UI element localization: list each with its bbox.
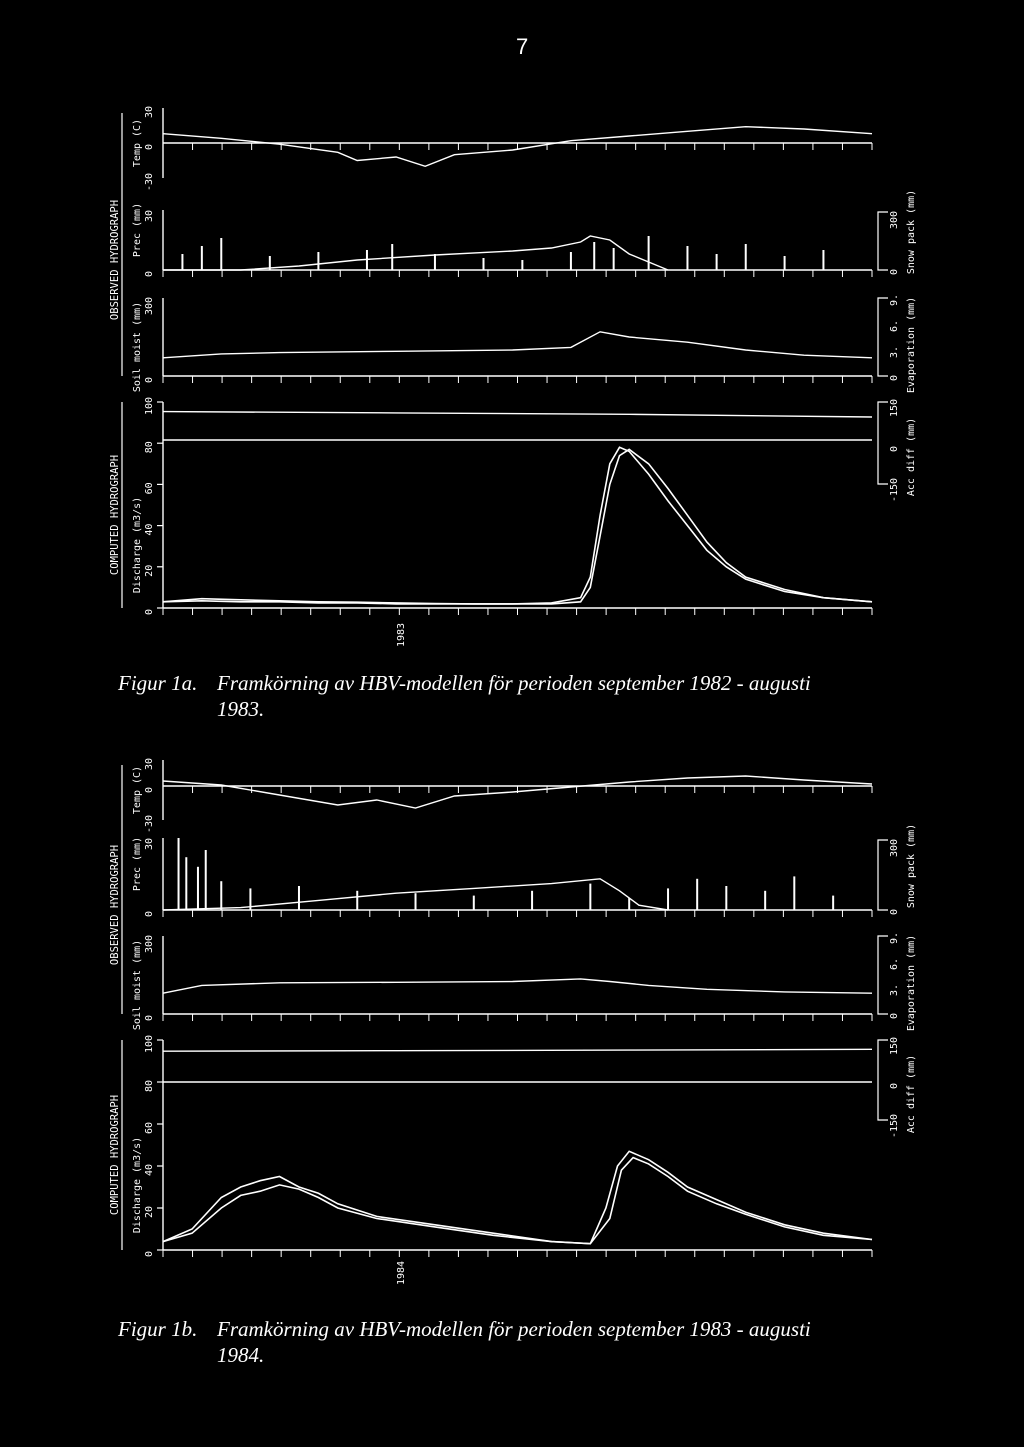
soil-tick: 0 xyxy=(144,1015,155,1021)
evap-tick: 6. xyxy=(889,320,900,332)
snow-axis-label: Snow pack (mm) xyxy=(906,824,917,908)
acc-diff-line xyxy=(162,410,873,418)
discharge-tick: 40 xyxy=(144,524,155,536)
discharge-tick: 100 xyxy=(144,397,155,415)
evap-axis-label: Evaporation (mm) xyxy=(906,935,917,1031)
discharge-tick: 20 xyxy=(144,565,155,577)
computed-hydrograph-label: COMPUTED HYDROGRAPH xyxy=(109,1095,121,1215)
soil-tick: 0 xyxy=(144,377,155,383)
temp-tick: 30 xyxy=(144,758,155,770)
temp-axis-label: Temp (C) xyxy=(132,766,143,814)
observed-hydrograph-label: OBSERVED HYDROGRAPH xyxy=(109,845,121,965)
discharge-computed-line xyxy=(162,448,873,605)
temperature-line xyxy=(162,125,873,168)
computed-hydrograph-label: COMPUTED HYDROGRAPH xyxy=(109,455,121,575)
evap-axis-bracket xyxy=(877,935,888,1015)
soil-moisture-line xyxy=(162,978,873,994)
acc-tick: -150 xyxy=(889,1114,900,1138)
hydrograph-figure-1b: OBSERVED HYDROGRAPH COMPUTED HYDROGRAPH Te… xyxy=(109,758,917,1285)
evap-tick: 9. xyxy=(889,932,900,944)
discharge-tick: 0 xyxy=(144,609,155,615)
acc-diff-line xyxy=(162,1048,873,1052)
discharge-observed-line xyxy=(162,446,873,605)
acc-tick: 0 xyxy=(889,1083,900,1089)
snow-axis-label: Snow pack (mm) xyxy=(906,190,917,274)
evap-tick: 9. xyxy=(889,294,900,306)
acc-tick: 150 xyxy=(889,399,900,417)
snow-pack-line xyxy=(162,878,669,911)
snow-tick: 0 xyxy=(889,909,900,915)
year-label: 1984 xyxy=(396,1261,407,1285)
evap-tick: 3. xyxy=(889,984,900,996)
year-label: 1983 xyxy=(396,623,407,647)
soil-axis-label: Soil moist (mm) xyxy=(132,302,143,392)
acc-axis-label: Acc diff (mm) xyxy=(906,1055,917,1133)
figure-1a-caption: Framkörning av HBV-modellen för perioden… xyxy=(217,670,937,722)
discharge-tick: 60 xyxy=(144,482,155,494)
prec-axis-label: Prec (mm) xyxy=(132,203,143,257)
snow-tick: 300 xyxy=(889,211,900,229)
soil-tick: 300 xyxy=(144,935,155,953)
discharge-computed-line xyxy=(162,1156,873,1245)
figure-1b-caption-line2: 1984. xyxy=(217,1343,265,1367)
discharge-axis-label: Discharge (m3/s) xyxy=(132,1137,143,1233)
temp-tick: 0 xyxy=(144,144,155,150)
snow-pack-line xyxy=(163,235,669,271)
figure-1a-caption-line2: 1983. xyxy=(217,697,265,721)
evap-axis-label: Evaporation (mm) xyxy=(906,297,917,393)
acc-axis-label: Acc diff (mm) xyxy=(906,418,917,496)
snow-tick: 300 xyxy=(889,839,900,857)
observed-hydrograph-label: OBSERVED HYDROGRAPH xyxy=(109,200,121,320)
prec-tick: 30 xyxy=(144,210,155,222)
discharge-tick: 0 xyxy=(144,1251,155,1257)
discharge-tick: 80 xyxy=(144,1080,155,1092)
evap-axis-bracket xyxy=(877,297,888,377)
temp-tick: 30 xyxy=(144,106,155,118)
discharge-tick: 40 xyxy=(144,1164,155,1176)
discharge-tick: 60 xyxy=(144,1122,155,1134)
figure-1b-label: Figur 1b. xyxy=(118,1317,198,1341)
soil-tick: 300 xyxy=(144,297,155,315)
discharge-observed-line xyxy=(162,1150,873,1245)
acc-tick: 150 xyxy=(889,1037,900,1055)
figure-1b-caption: Framkörning av HBV-modellen för perioden… xyxy=(217,1316,937,1368)
discharge-tick: 20 xyxy=(144,1206,155,1218)
figure-1a-caption-line1: Framkörning av HBV-modellen för perioden… xyxy=(217,671,811,695)
temp-tick: -30 xyxy=(144,815,155,833)
temp-axis-label: Temp (C) xyxy=(132,119,143,167)
page-number: 7 xyxy=(516,34,529,59)
evap-tick: 3. xyxy=(889,346,900,358)
prec-tick: 0 xyxy=(144,271,155,277)
discharge-axis-label: Discharge (m3/s) xyxy=(132,497,143,593)
figure-1a-label: Figur 1a. xyxy=(118,671,198,695)
evap-tick: 0 xyxy=(889,1013,900,1019)
soil-moisture-line xyxy=(162,331,873,359)
temp-tick: -30 xyxy=(144,173,155,191)
discharge-tick: 100 xyxy=(144,1035,155,1053)
hydrograph-figure-1a: OBSERVED HYDROGRAPH COMPUTED HYDROGRAPH Te… xyxy=(109,106,917,647)
temperature-line xyxy=(162,775,873,809)
acc-tick: 0 xyxy=(889,446,900,452)
prec-tick: 30 xyxy=(144,838,155,850)
acc-tick: -150 xyxy=(889,478,900,502)
figure-1b-caption-line1: Framkörning av HBV-modellen för perioden… xyxy=(217,1317,811,1341)
acc-axis-bracket xyxy=(877,1039,888,1121)
prec-tick: 0 xyxy=(144,911,155,917)
snow-axis-bracket xyxy=(877,211,888,271)
discharge-tick: 80 xyxy=(144,441,155,453)
prec-axis-label: Prec (mm) xyxy=(132,837,143,891)
evap-tick: 0 xyxy=(889,375,900,381)
soil-axis-label: Soil moist (mm) xyxy=(132,940,143,1030)
temp-tick: 0 xyxy=(144,787,155,793)
evap-tick: 6. xyxy=(889,958,900,970)
acc-axis-bracket xyxy=(877,401,888,485)
snow-tick: 0 xyxy=(889,269,900,275)
snow-axis-bracket xyxy=(877,839,888,911)
